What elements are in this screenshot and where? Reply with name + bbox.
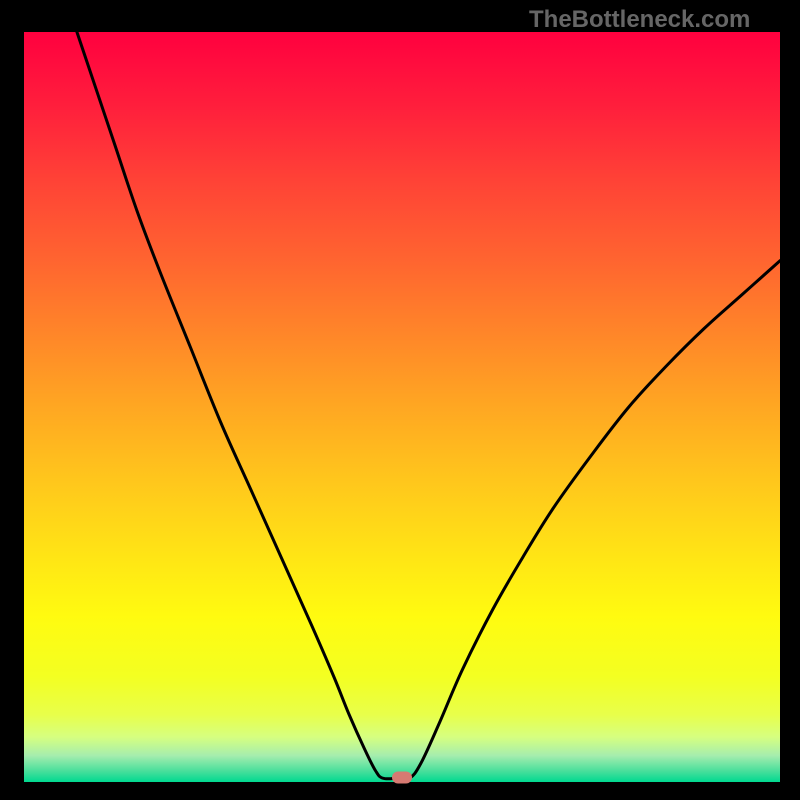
watermark-text: TheBottleneck.com [529, 6, 750, 34]
sweet-spot-marker [392, 772, 412, 784]
bottleneck-chart [0, 0, 800, 800]
chart-container: TheBottleneck.com [0, 0, 800, 800]
